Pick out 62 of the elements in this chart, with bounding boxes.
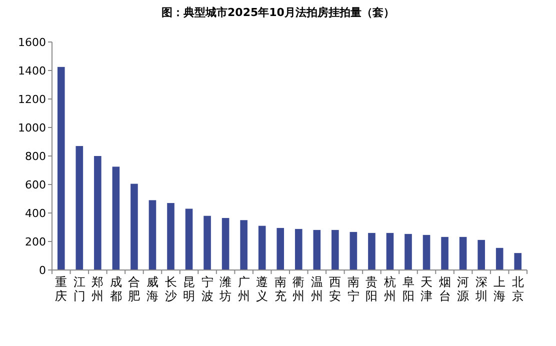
bar <box>386 232 394 270</box>
x-tick-label: 江门 <box>73 275 86 303</box>
y-tick-label: 800 <box>25 150 46 163</box>
x-tick-label: 合肥 <box>128 275 140 303</box>
bar <box>112 166 120 270</box>
bar <box>496 248 504 270</box>
x-tick-label: 重庆 <box>55 275 68 303</box>
x-tick-label: 威海 <box>146 275 158 303</box>
bar <box>240 220 248 270</box>
y-tick-label: 1200 <box>18 93 46 106</box>
bar <box>94 156 102 270</box>
bar <box>313 230 321 270</box>
x-tick-label: 衢州 <box>292 275 305 303</box>
y-tick-label: 1000 <box>18 122 46 134</box>
y-tick-label: 200 <box>25 236 46 248</box>
bar <box>276 228 284 270</box>
bar <box>167 203 174 270</box>
x-tick-label: 南充 <box>274 275 286 303</box>
bar <box>185 208 193 270</box>
bar <box>294 228 302 270</box>
x-tick-label: 长沙 <box>164 275 177 303</box>
bar <box>76 146 84 270</box>
x-tick-label: 烟台 <box>438 275 451 303</box>
x-tick-label: 西安 <box>329 275 342 303</box>
x-tick-label: 深圳 <box>474 275 488 303</box>
bar <box>514 253 522 270</box>
bar <box>130 184 138 270</box>
x-tick-label: 潍坊 <box>218 275 232 303</box>
y-tick-label: 1400 <box>18 64 46 78</box>
bar <box>258 226 266 270</box>
chart-title: 图：典型城市2025年10月法拍房挂拍量（套） <box>162 6 394 19</box>
x-tick-label: 遵义 <box>256 275 268 303</box>
x-tick-label: 南宁 <box>347 275 360 303</box>
bar <box>478 240 485 270</box>
bar <box>332 230 339 270</box>
x-tick-label: 广州 <box>238 275 250 303</box>
x-tick-label: 郑州 <box>92 275 104 303</box>
bar <box>459 236 467 270</box>
x-tick-label: 成都 <box>110 275 122 303</box>
x-tick-label: 天津 <box>420 275 433 303</box>
x-tick-label: 贵阳 <box>366 275 378 303</box>
bar <box>350 232 358 270</box>
bar <box>422 234 430 270</box>
x-tick-label: 河源 <box>457 275 470 303</box>
bar <box>204 216 211 270</box>
x-tick-label: 宁波 <box>201 275 214 303</box>
bar <box>148 200 156 270</box>
x-tick-label: 温州 <box>310 275 323 303</box>
y-tick-label: 0 <box>39 264 46 277</box>
bar <box>57 66 65 270</box>
bar <box>222 218 230 270</box>
x-tick-label: 阜阳 <box>402 275 414 303</box>
bar <box>441 236 448 270</box>
x-tick-label: 上海 <box>494 275 506 303</box>
x-tick-label: 北京 <box>512 275 524 303</box>
bar <box>404 234 412 270</box>
y-tick-label: 1600 <box>18 36 46 49</box>
y-tick-label: 600 <box>25 178 46 192</box>
x-tick-label: 昆明 <box>183 275 196 303</box>
x-tick-label: 杭州 <box>382 275 396 303</box>
bar <box>368 232 376 270</box>
y-tick-label: 400 <box>25 207 46 220</box>
